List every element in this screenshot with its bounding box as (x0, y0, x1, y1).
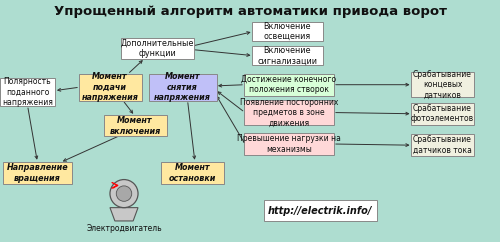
Text: Срабатывание
датчиков тока: Срабатывание датчиков тока (413, 136, 472, 155)
FancyBboxPatch shape (78, 74, 142, 101)
Text: Момент
снятия
напряжения: Момент снятия напряжения (154, 72, 211, 102)
FancyBboxPatch shape (0, 78, 55, 106)
FancyBboxPatch shape (244, 74, 334, 96)
FancyBboxPatch shape (104, 115, 166, 136)
Text: Момент
остановки: Момент остановки (169, 163, 216, 183)
FancyBboxPatch shape (121, 38, 194, 59)
FancyBboxPatch shape (244, 133, 334, 155)
Text: Включение
освещения: Включение освещения (264, 22, 311, 41)
FancyBboxPatch shape (148, 74, 216, 101)
Text: http://electrik.info/: http://electrik.info/ (268, 205, 372, 216)
FancyBboxPatch shape (411, 103, 474, 125)
FancyBboxPatch shape (161, 162, 224, 184)
Polygon shape (110, 208, 138, 221)
Text: Появление посторонних
предметов в зоне
движения: Появление посторонних предметов в зоне д… (240, 98, 338, 128)
Text: Полярность
поданного
напряжения: Полярность поданного напряжения (2, 77, 53, 107)
FancyBboxPatch shape (264, 200, 376, 221)
Text: Дополнительные
функции: Дополнительные функции (121, 39, 194, 58)
Text: Момент
подачи
напряжения: Момент подачи напряжения (82, 72, 138, 102)
FancyBboxPatch shape (252, 22, 323, 41)
FancyBboxPatch shape (411, 72, 474, 97)
Text: Достижение конечного
положения створок: Достижение конечного положения створок (242, 75, 336, 94)
Text: Срабатывание
фотоэлементов: Срабатывание фотоэлементов (411, 104, 474, 123)
Ellipse shape (116, 186, 132, 201)
FancyBboxPatch shape (411, 134, 474, 156)
Text: Превышение нагрузки на
механизмы: Превышение нагрузки на механизмы (237, 134, 341, 154)
Ellipse shape (110, 180, 138, 208)
FancyBboxPatch shape (252, 46, 323, 65)
FancyBboxPatch shape (244, 100, 334, 125)
Text: Срабатывание
концевых
датчиков: Срабатывание концевых датчиков (413, 70, 472, 100)
Text: Включение
сигнализации: Включение сигнализации (258, 46, 318, 65)
Text: Упрощенный алгоритм автоматики привода ворот: Упрощенный алгоритм автоматики привода в… (54, 5, 446, 18)
Text: Электродвигатель: Электродвигатель (86, 224, 162, 233)
Text: Момент
включения: Момент включения (110, 116, 160, 136)
Text: Направление
вращения: Направление вращения (6, 163, 68, 183)
FancyBboxPatch shape (4, 162, 71, 184)
